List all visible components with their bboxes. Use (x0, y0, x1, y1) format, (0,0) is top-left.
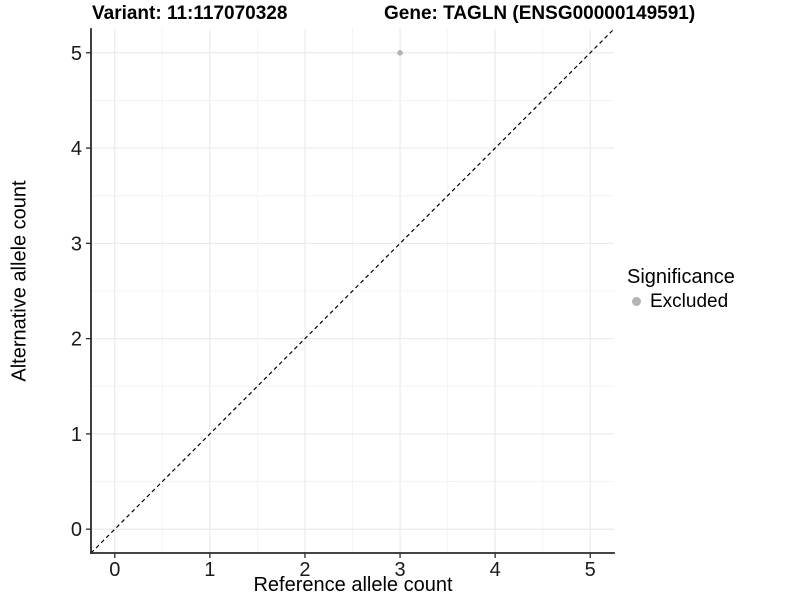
y-tick-label: 5 (71, 43, 82, 65)
x-tick-label: 3 (394, 559, 405, 581)
x-tick-label: 1 (204, 559, 215, 581)
x-tick-label: 2 (299, 559, 310, 581)
legend-item-label: Excluded (650, 291, 729, 312)
minor-gridlines (91, 29, 614, 553)
legend: Significance Excluded (627, 267, 735, 311)
y-tick-label: 0 (71, 519, 82, 541)
gene-title: Gene: TAGLN (ENSG00000149591) (384, 3, 696, 24)
identity-dashed-line (90, 28, 615, 554)
y-tick-labels: 0 1 2 3 4 5 (71, 43, 82, 541)
x-tick-label: 4 (490, 559, 501, 581)
series-excluded (397, 50, 403, 56)
y-tick-label: 2 (71, 329, 82, 351)
data-point (397, 50, 403, 56)
y-axis-label: Alternative allele count (8, 180, 31, 382)
y-tick-label: 3 (71, 233, 82, 255)
axis-lines (90, 28, 615, 554)
x-tick-labels: 0 1 2 3 4 5 (109, 559, 596, 581)
y-tick-label: 4 (71, 138, 82, 160)
y-tick-label: 1 (71, 424, 82, 446)
variant-title: Variant: 11:117070328 (92, 3, 288, 24)
legend-item-excluded: Excluded (627, 292, 735, 311)
legend-title: Significance (627, 266, 735, 288)
x-axis-label: Reference allele count (253, 574, 453, 596)
x-tick-label: 0 (109, 559, 120, 581)
x-tick-label: 5 (585, 559, 596, 581)
excluded-point-icon (632, 297, 641, 306)
tick-marks (86, 52, 591, 558)
major-gridlines (91, 29, 614, 553)
